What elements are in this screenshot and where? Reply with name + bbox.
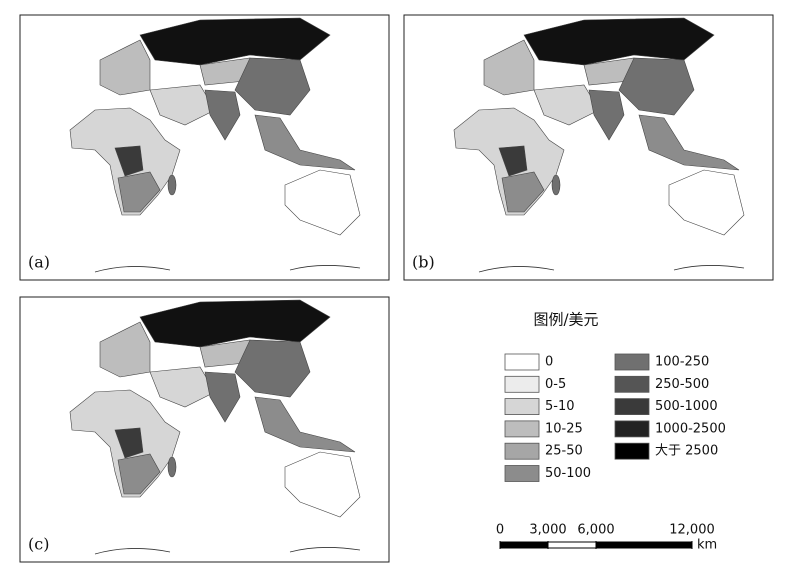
scale-segment <box>499 541 549 549</box>
legend-swatch <box>504 398 540 416</box>
legend-label: 50-100 <box>545 466 591 481</box>
scale-segment <box>547 541 597 549</box>
map-panel <box>403 14 774 281</box>
legend-title: 图例/美元 <box>533 311 598 329</box>
scale-segment <box>595 541 693 549</box>
legend-swatch <box>614 353 650 371</box>
legend-swatch <box>614 420 650 438</box>
legend-swatch <box>504 420 540 438</box>
legend-label: 1000-2500 <box>655 421 726 436</box>
scale-tick-label: 0 <box>496 523 504 538</box>
legend-label: 10-25 <box>545 421 583 436</box>
map-panel <box>19 296 390 563</box>
legend-swatch <box>504 353 540 371</box>
legend-swatch <box>614 442 650 460</box>
legend-label: 250-500 <box>655 377 709 392</box>
panel-label: (b) <box>412 253 435 272</box>
legend-swatch <box>504 375 540 393</box>
legend-label: 25-50 <box>545 444 583 459</box>
legend-label: 100-250 <box>655 355 709 370</box>
legend-label: 大于 2500 <box>655 444 718 459</box>
legend-label: 0-5 <box>545 377 566 392</box>
legend-swatch <box>504 465 540 482</box>
panel-label: (a) <box>28 253 50 272</box>
scale-tick-label: 3,000 <box>529 523 566 538</box>
scale-tick-label: 6,000 <box>577 523 614 538</box>
legend-label: 500-1000 <box>655 399 718 414</box>
legend-swatch <box>614 375 650 393</box>
legend-swatch <box>504 442 540 460</box>
legend: 0 0-5 5-10 10-25 25-50 50-100 100-250 250-500 50… <box>504 353 726 482</box>
scale-unit: km <box>697 538 717 553</box>
map-panel <box>19 14 390 281</box>
legend-label: 5-10 <box>545 399 575 414</box>
panel-label: (c) <box>28 535 49 554</box>
legend-swatch <box>614 398 650 416</box>
legend-label: 0 <box>545 355 553 370</box>
scale-tick-label: 12,000 <box>669 523 715 538</box>
